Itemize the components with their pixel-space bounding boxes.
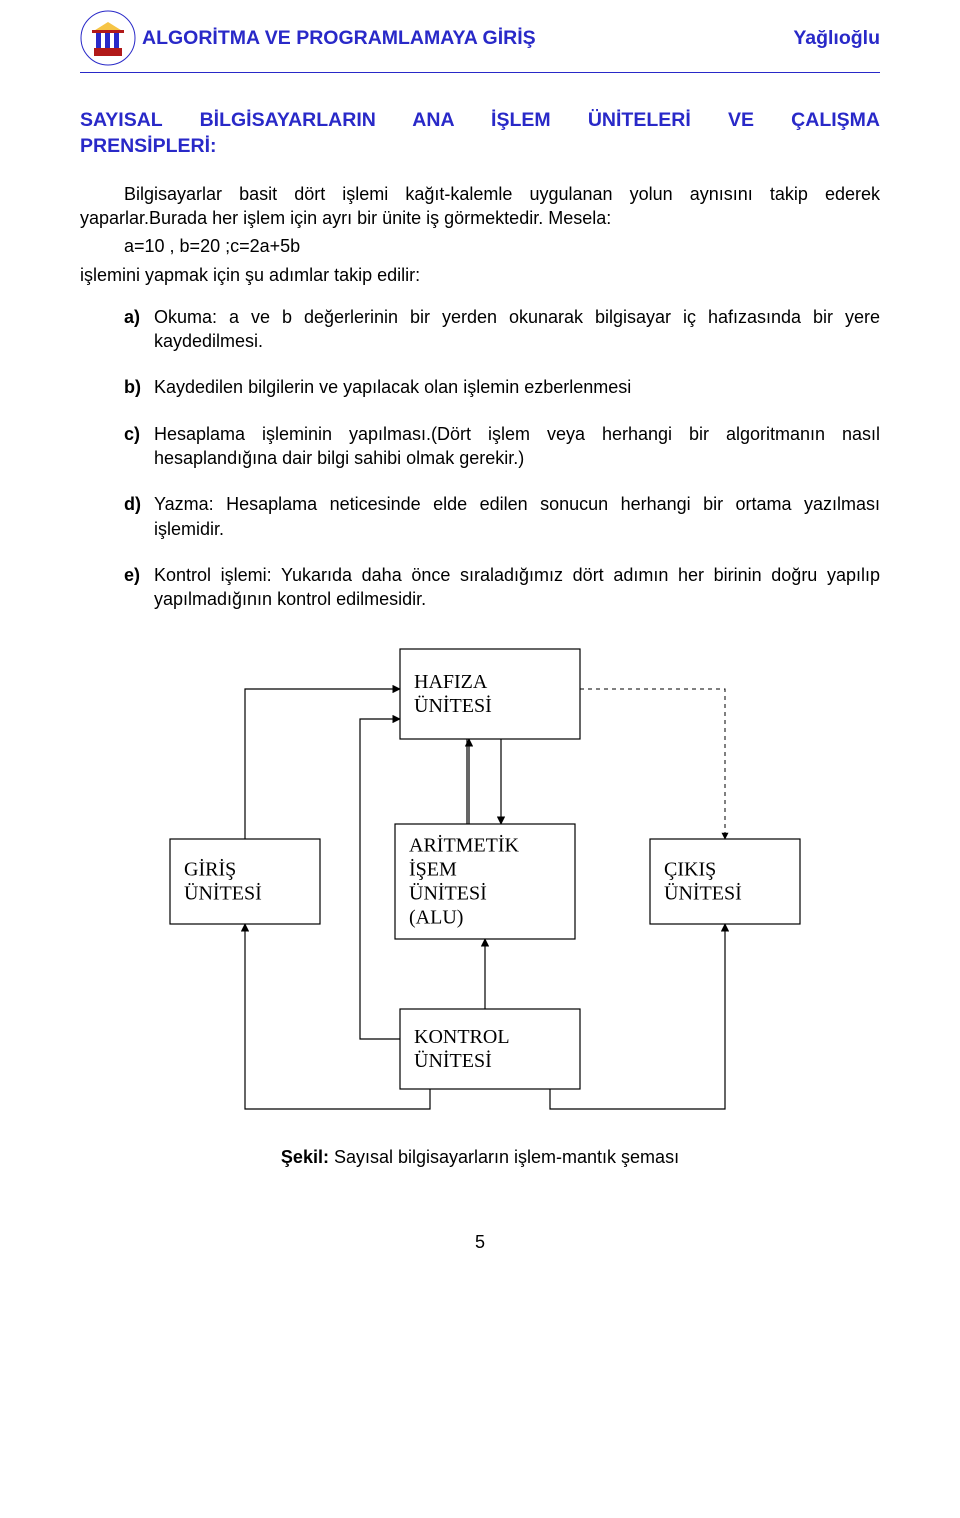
caption-text: Sayısal bilgisayarların işlem-mantık şem… bbox=[329, 1147, 679, 1167]
svg-text:ÇIKIŞ: ÇIKIŞ bbox=[664, 859, 716, 881]
list-item: d) Yazma: Hesaplama neticesinde elde edi… bbox=[124, 492, 880, 541]
list-item: b) Kaydedilen bilgilerin ve yapılacak ol… bbox=[124, 375, 880, 399]
section-title-line1: SAYISAL BİLGİSAYARLARIN ANA İŞLEM ÜNİTEL… bbox=[80, 107, 880, 133]
intro-p1a: Bilgisayarlar basit dört işlemi kağıt-ka… bbox=[80, 182, 880, 231]
list-marker-a: a) bbox=[124, 305, 154, 354]
svg-text:ÜNİTESİ: ÜNİTESİ bbox=[414, 694, 492, 717]
university-logo-icon bbox=[80, 10, 136, 66]
page: ALGORİTMA VE PROGRAMLAMAYA GİRİŞ Yağlıoğ… bbox=[0, 0, 960, 1294]
svg-text:ÜNİTESİ: ÜNİTESİ bbox=[409, 882, 487, 905]
header-left: ALGORİTMA VE PROGRAMLAMAYA GİRİŞ bbox=[80, 10, 536, 66]
flowchart-svg: HAFIZAÜNİTESİGİRİŞÜNİTESİARİTMETİKİŞEMÜN… bbox=[100, 639, 860, 1119]
intro-p1b: a=10 , b=20 ;c=2a+5b bbox=[80, 234, 880, 258]
list-item: e) Kontrol işlemi: Yukarıda daha önce sı… bbox=[124, 563, 880, 612]
svg-text:ARİTMETİK: ARİTMETİK bbox=[409, 834, 520, 857]
steps-list: a) Okuma: a ve b değerlerinin bir yerden… bbox=[80, 305, 880, 612]
svg-text:ÜNİTESİ: ÜNİTESİ bbox=[184, 882, 262, 905]
list-marker-c: c) bbox=[124, 422, 154, 471]
list-marker-b: b) bbox=[124, 375, 154, 399]
svg-text:ÜNİTESİ: ÜNİTESİ bbox=[414, 1049, 492, 1072]
list-text-d: Yazma: Hesaplama neticesinde elde edilen… bbox=[154, 492, 880, 541]
svg-text:İŞEM: İŞEM bbox=[409, 858, 457, 881]
svg-text:HAFIZA: HAFIZA bbox=[414, 671, 488, 693]
diagram: HAFIZAÜNİTESİGİRİŞÜNİTESİARİTMETİKİŞEMÜN… bbox=[80, 639, 880, 1119]
figure-caption: Şekil: Sayısal bilgisayarların işlem-man… bbox=[80, 1145, 880, 1169]
header-title: ALGORİTMA VE PROGRAMLAMAYA GİRİŞ bbox=[142, 25, 536, 51]
list-text-e: Kontrol işlemi: Yukarıda daha önce sıral… bbox=[154, 563, 880, 612]
svg-text:(ALU): (ALU) bbox=[409, 907, 463, 929]
document-header: ALGORİTMA VE PROGRAMLAMAYA GİRİŞ Yağlıoğ… bbox=[80, 10, 880, 66]
list-text-b: Kaydedilen bilgilerin ve yapılacak olan … bbox=[154, 375, 880, 399]
svg-text:KONTROL: KONTROL bbox=[414, 1026, 510, 1048]
list-text-a: Okuma: a ve b değerlerinin bir yerden ok… bbox=[154, 305, 880, 354]
list-text-c: Hesaplama işleminin yapılması.(Dört işle… bbox=[154, 422, 880, 471]
svg-text:ÜNİTESİ: ÜNİTESİ bbox=[664, 882, 742, 905]
header-author: Yağlıoğlu bbox=[793, 25, 880, 51]
section-title-line2: PRENSİPLERİ: bbox=[80, 133, 880, 159]
list-item: c) Hesaplama işleminin yapılması.(Dört i… bbox=[124, 422, 880, 471]
list-marker-e: e) bbox=[124, 563, 154, 612]
svg-text:GİRİŞ: GİRİŞ bbox=[184, 858, 236, 881]
caption-label: Şekil: bbox=[281, 1147, 329, 1167]
list-item: a) Okuma: a ve b değerlerinin bir yerden… bbox=[124, 305, 880, 354]
list-marker-d: d) bbox=[124, 492, 154, 541]
intro-p1c: işlemini yapmak için şu adımlar takip ed… bbox=[80, 263, 880, 287]
page-number: 5 bbox=[80, 1230, 880, 1254]
header-rule bbox=[80, 72, 880, 73]
